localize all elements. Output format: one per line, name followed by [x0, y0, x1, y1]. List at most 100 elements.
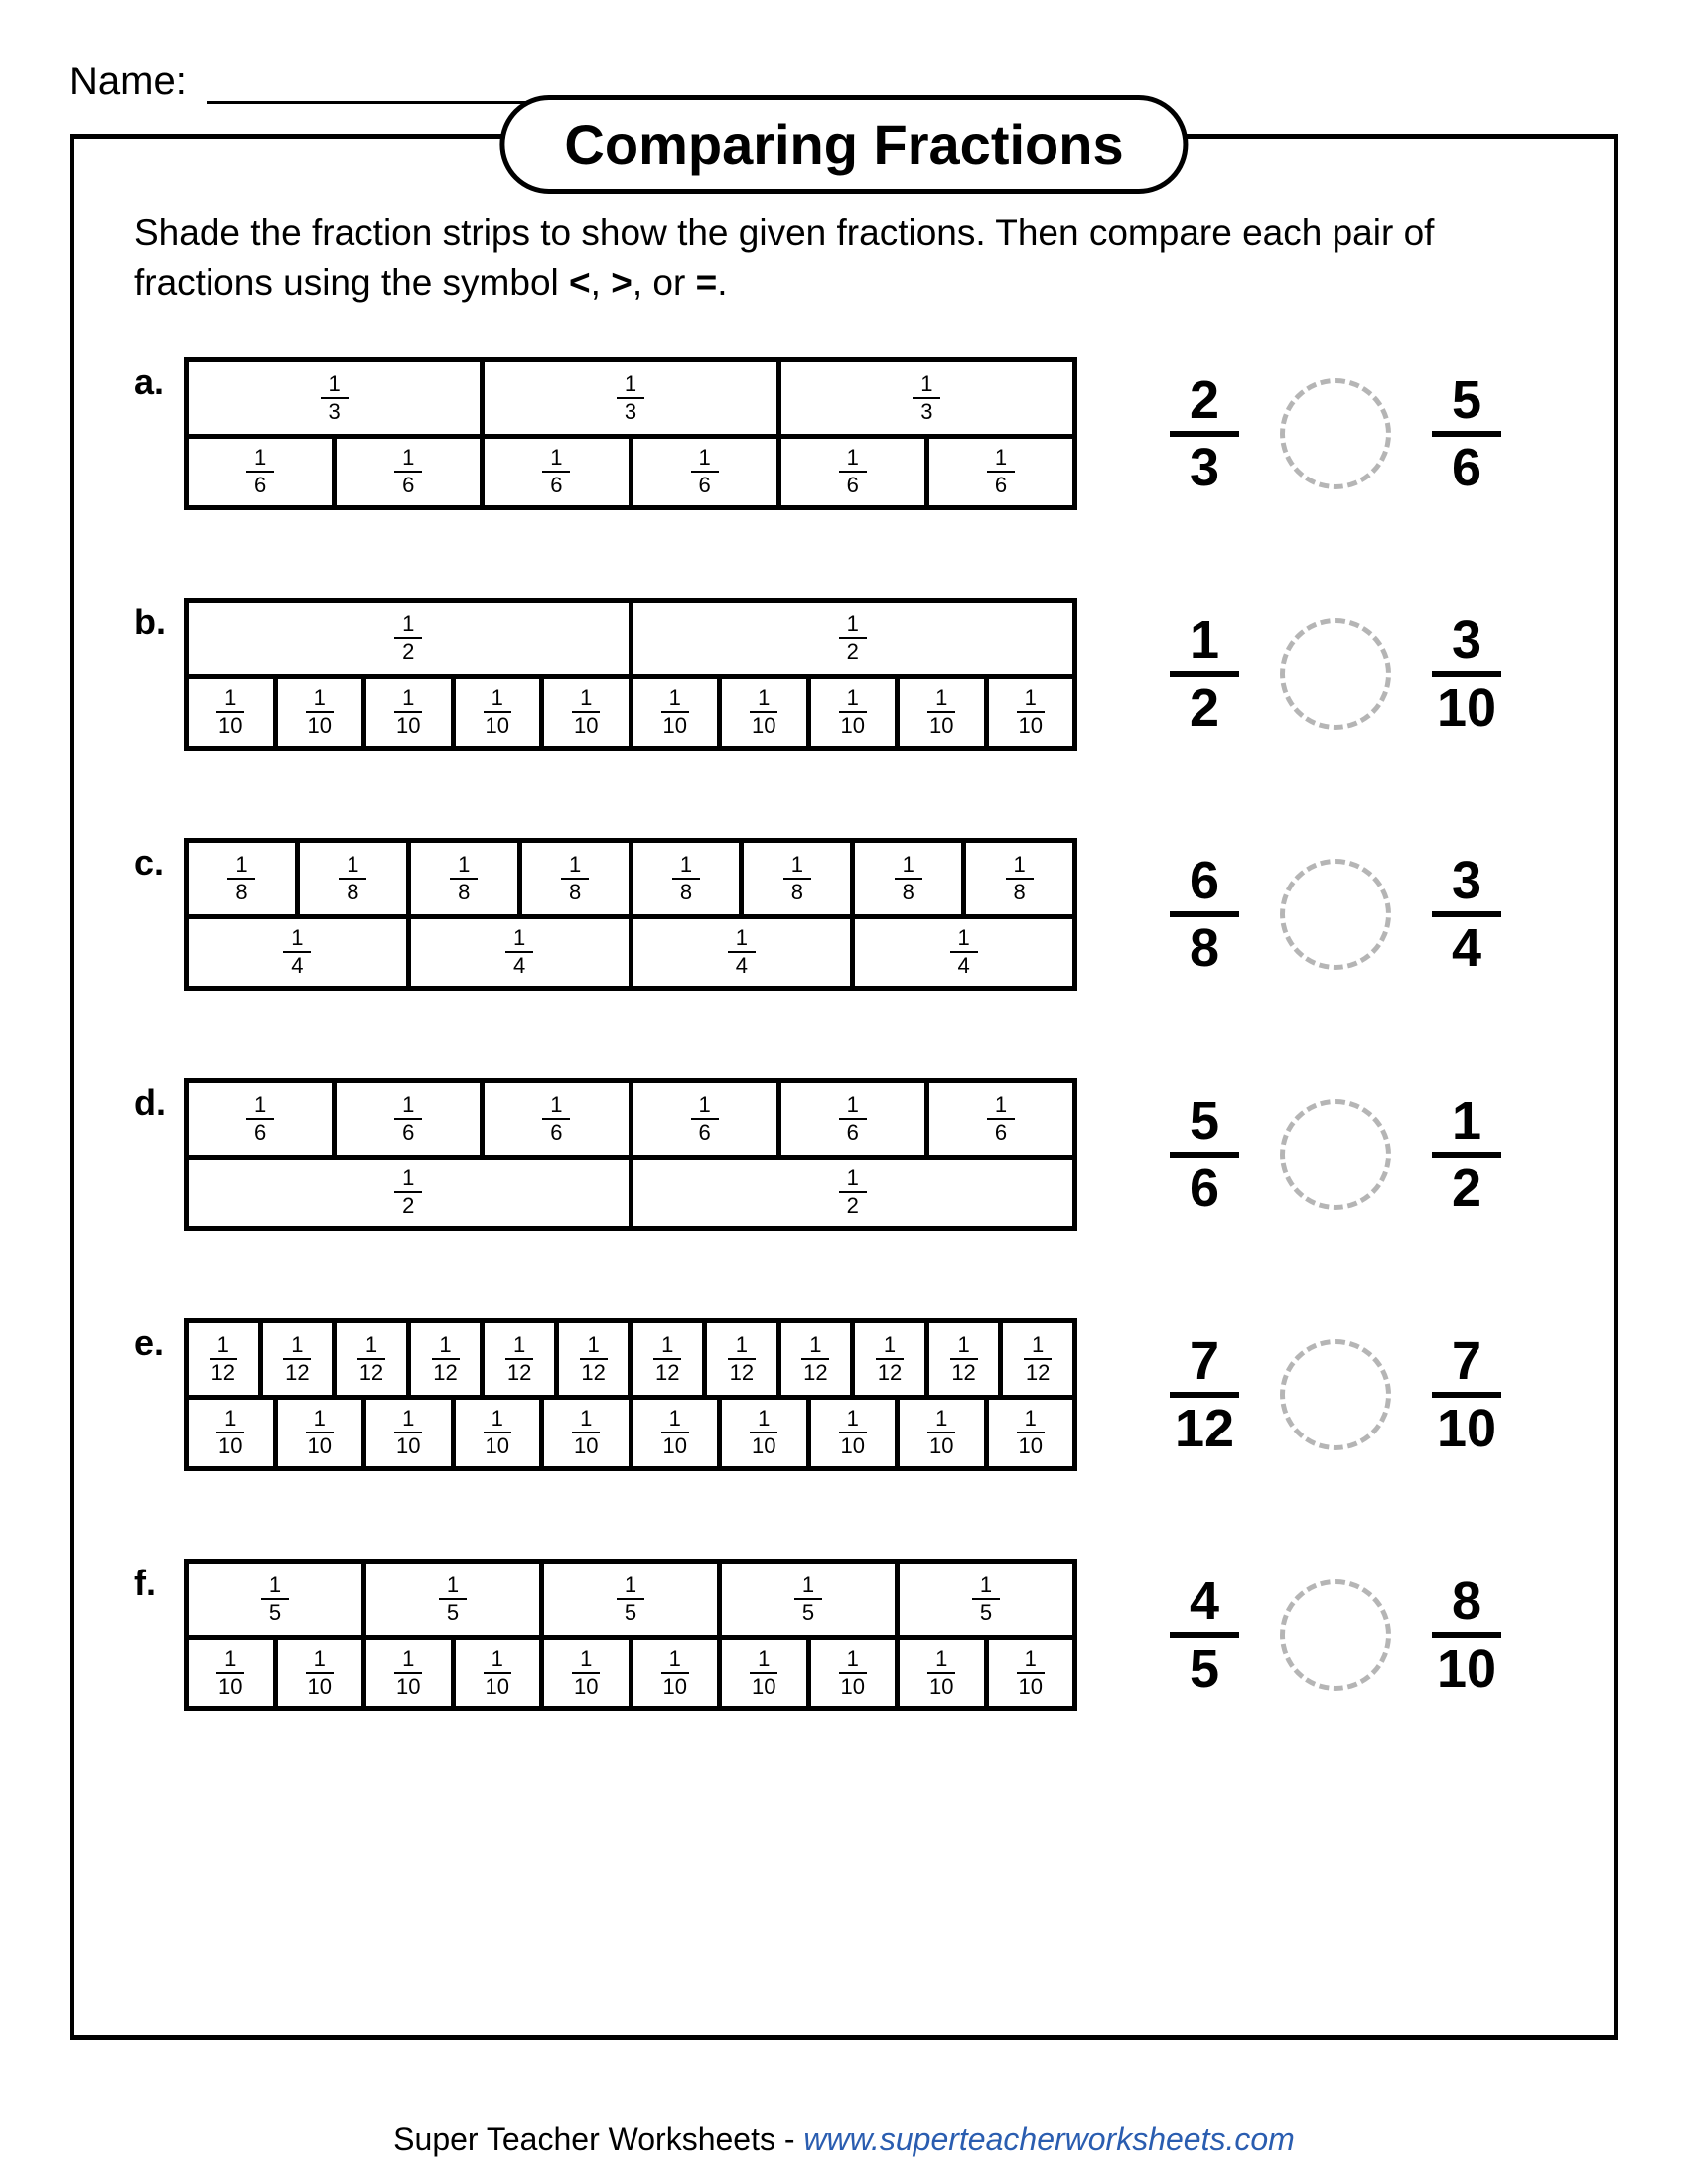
strip-cell[interactable]: 110 [361, 679, 451, 746]
strip-cell[interactable]: 12 [629, 1160, 1073, 1226]
strip-cell[interactable]: 15 [189, 1564, 361, 1635]
strip-cell[interactable]: 110 [451, 1640, 540, 1706]
answer-circle[interactable] [1280, 618, 1391, 730]
strip-cell[interactable]: 112 [189, 1323, 258, 1395]
answer-circle[interactable] [1280, 1099, 1391, 1210]
answer-circle[interactable] [1280, 1339, 1391, 1450]
strip-cell[interactable]: 110 [806, 679, 896, 746]
strip-cell[interactable]: 16 [189, 439, 332, 505]
mini-numerator: 1 [847, 447, 859, 471]
strip-cell[interactable]: 110 [717, 679, 806, 746]
strip-cell[interactable]: 14 [189, 919, 406, 986]
strip-cell[interactable]: 110 [895, 679, 984, 746]
strip-cell[interactable]: 110 [539, 1640, 629, 1706]
strip-cell[interactable]: 15 [539, 1564, 717, 1635]
strip-cell[interactable]: 110 [189, 1400, 273, 1466]
strip-cell[interactable]: 16 [480, 439, 628, 505]
strip-cell[interactable]: 16 [776, 1083, 924, 1155]
strip-cell[interactable]: 112 [480, 1323, 554, 1395]
strip-cell[interactable]: 16 [776, 439, 924, 505]
strip-cell[interactable]: 16 [480, 1083, 628, 1155]
answer-circle[interactable] [1280, 378, 1391, 489]
strip-cell[interactable]: 18 [189, 843, 295, 914]
strip-fraction: 110 [927, 1408, 955, 1457]
strip-cell[interactable]: 13 [189, 362, 480, 434]
answer-circle[interactable] [1280, 1579, 1391, 1691]
strip-cell[interactable]: 110 [806, 1640, 896, 1706]
strip-cell[interactable]: 110 [895, 1400, 984, 1466]
answer-circle[interactable] [1280, 859, 1391, 970]
strip-cell[interactable]: 110 [189, 1640, 273, 1706]
strip-cell[interactable]: 18 [739, 843, 850, 914]
strip-cell[interactable]: 15 [717, 1564, 895, 1635]
strip-cell[interactable]: 110 [717, 1400, 806, 1466]
mini-denominator: 8 [347, 880, 358, 903]
strip-cell[interactable]: 110 [629, 1640, 718, 1706]
strip-cell[interactable]: 110 [451, 1400, 540, 1466]
strip-cell[interactable]: 110 [984, 1640, 1073, 1706]
strip-cell[interactable]: 18 [961, 843, 1072, 914]
strip-cell[interactable]: 110 [273, 1640, 362, 1706]
strip-cell[interactable]: 110 [539, 1400, 629, 1466]
strip-cell[interactable]: 12 [189, 1160, 629, 1226]
strip-cell[interactable]: 112 [924, 1323, 999, 1395]
strip-cell[interactable]: 13 [480, 362, 775, 434]
strip-cell[interactable]: 12 [189, 603, 629, 674]
strip-cell[interactable]: 18 [850, 843, 961, 914]
strip-cell[interactable]: 110 [451, 679, 540, 746]
strip-cell[interactable]: 112 [554, 1323, 629, 1395]
strip-cell[interactable]: 14 [629, 919, 851, 986]
strip-cell[interactable]: 112 [258, 1323, 333, 1395]
strip-cell[interactable]: 110 [539, 679, 629, 746]
strip-cell[interactable]: 110 [717, 1640, 806, 1706]
strip-cell[interactable]: 18 [406, 843, 517, 914]
strip-cell[interactable]: 13 [776, 362, 1072, 434]
strip-cell[interactable]: 16 [924, 439, 1072, 505]
strip-cell[interactable]: 110 [273, 1400, 362, 1466]
strip-cell[interactable]: 110 [895, 1640, 984, 1706]
strip-cell[interactable]: 18 [629, 843, 740, 914]
instructions-text-1: Shade the fraction strips to show the gi… [134, 212, 1434, 303]
strip-cell[interactable]: 110 [806, 1400, 896, 1466]
strip-cell[interactable]: 16 [924, 1083, 1072, 1155]
strip-cell[interactable]: 16 [332, 1083, 480, 1155]
strip-cell[interactable]: 110 [361, 1640, 451, 1706]
strip-fraction: 16 [691, 1094, 719, 1144]
strip-cell[interactable]: 110 [189, 679, 273, 746]
strip-cell[interactable]: 112 [406, 1323, 481, 1395]
mini-denominator: 6 [254, 1120, 266, 1144]
strip-fraction: 110 [839, 687, 867, 737]
strip-cell[interactable]: 112 [850, 1323, 924, 1395]
strip-cell[interactable]: 14 [850, 919, 1072, 986]
strip-cell[interactable]: 110 [629, 1400, 718, 1466]
strip-cell[interactable]: 110 [984, 1400, 1073, 1466]
compare-fraction-left: 712 [1165, 1334, 1244, 1455]
strip-cell[interactable]: 12 [629, 603, 1073, 674]
strip-fraction: 16 [246, 1094, 274, 1144]
mini-denominator: 6 [402, 473, 414, 496]
strip-cell[interactable]: 112 [332, 1323, 406, 1395]
strip-fraction: 110 [750, 1408, 777, 1457]
mini-denominator: 10 [841, 713, 865, 737]
strip-fraction: 110 [927, 687, 955, 737]
strip-cell[interactable]: 112 [776, 1323, 851, 1395]
strip-cell[interactable]: 110 [984, 679, 1073, 746]
strip-cell[interactable]: 112 [628, 1323, 702, 1395]
strip-cell[interactable]: 110 [361, 1400, 451, 1466]
strip-cell[interactable]: 18 [295, 843, 406, 914]
footer-link[interactable]: www.superteacherworksheets.com [803, 2121, 1294, 2157]
strip-cell[interactable]: 112 [702, 1323, 776, 1395]
big-numerator: 6 [1190, 854, 1219, 911]
strip-cell[interactable]: 16 [332, 439, 480, 505]
problem: a.1313131616161616162356 [134, 357, 1554, 510]
strip-cell[interactable]: 16 [189, 1083, 332, 1155]
strip-cell[interactable]: 15 [361, 1564, 539, 1635]
strip-cell[interactable]: 16 [629, 1083, 776, 1155]
strip-cell[interactable]: 14 [406, 919, 629, 986]
strip-cell[interactable]: 110 [273, 679, 362, 746]
strip-cell[interactable]: 110 [629, 679, 718, 746]
strip-cell[interactable]: 112 [998, 1323, 1072, 1395]
strip-cell[interactable]: 15 [895, 1564, 1072, 1635]
strip-cell[interactable]: 16 [629, 439, 776, 505]
strip-cell[interactable]: 18 [517, 843, 629, 914]
